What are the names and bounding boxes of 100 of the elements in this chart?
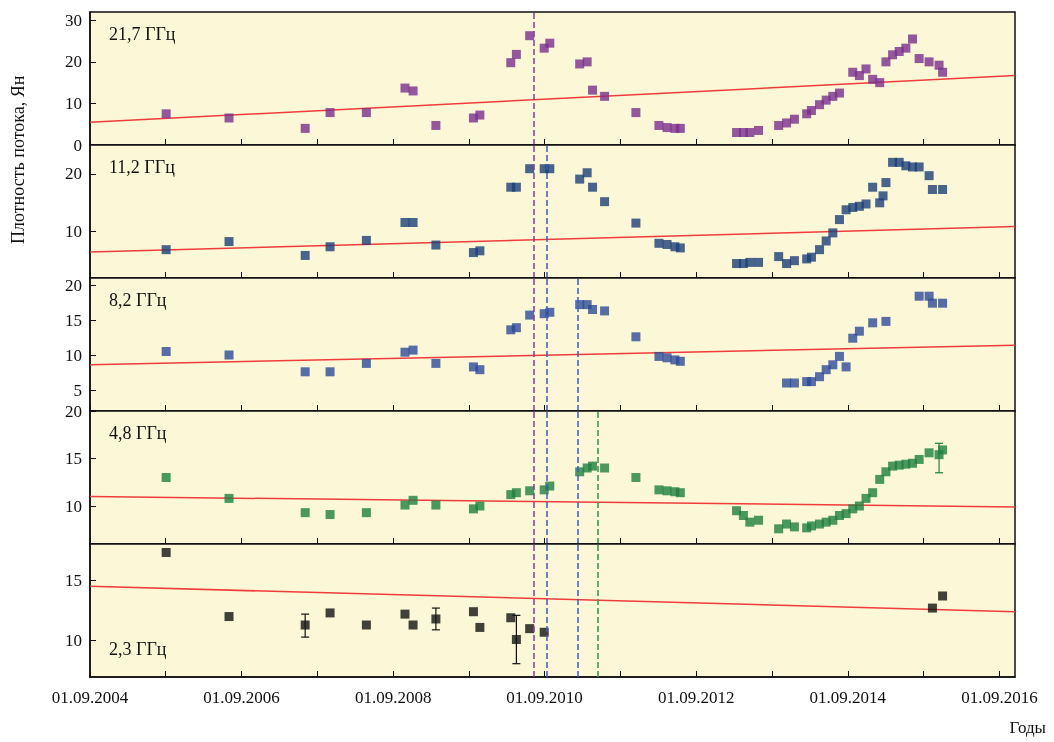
y-tick-label: 30 bbox=[65, 10, 82, 30]
point bbox=[408, 620, 418, 630]
y-tick-label: 10 bbox=[65, 345, 82, 365]
point bbox=[631, 218, 641, 228]
point bbox=[868, 318, 878, 328]
point bbox=[588, 182, 598, 192]
point bbox=[854, 501, 864, 511]
point bbox=[224, 350, 234, 360]
y-tick-label: 0 bbox=[73, 135, 82, 155]
point bbox=[834, 215, 844, 225]
point bbox=[754, 257, 764, 267]
point bbox=[475, 365, 485, 375]
point bbox=[525, 486, 535, 496]
point bbox=[525, 164, 535, 174]
point bbox=[938, 185, 948, 195]
point bbox=[361, 508, 371, 518]
x-tick-label: 01.09.2008 bbox=[354, 688, 432, 707]
point bbox=[582, 168, 592, 178]
point bbox=[400, 500, 410, 510]
point bbox=[881, 316, 891, 326]
y-tick-label: 20 bbox=[65, 275, 82, 295]
point bbox=[400, 83, 410, 93]
point bbox=[408, 345, 418, 355]
text: 2,3 ГГц bbox=[109, 639, 167, 659]
point bbox=[675, 488, 685, 498]
point bbox=[875, 474, 885, 484]
point bbox=[675, 243, 685, 253]
text: 21,7 ГГц bbox=[109, 24, 176, 44]
point bbox=[806, 521, 816, 531]
point bbox=[511, 635, 521, 645]
point bbox=[588, 305, 598, 314]
y-tick-label: 20 bbox=[65, 401, 82, 421]
x-tick-label: 01.09.2014 bbox=[809, 688, 887, 707]
point bbox=[325, 108, 335, 118]
point bbox=[468, 607, 478, 617]
y-tick-label: 15 bbox=[65, 449, 82, 468]
point bbox=[861, 64, 871, 74]
point bbox=[588, 461, 598, 471]
point bbox=[675, 123, 685, 133]
point bbox=[161, 473, 171, 482]
point bbox=[927, 603, 937, 613]
point bbox=[545, 38, 555, 48]
point bbox=[525, 624, 535, 634]
point bbox=[224, 493, 234, 503]
y-tick-label: 10 bbox=[65, 631, 82, 651]
point bbox=[475, 110, 485, 120]
point bbox=[828, 360, 838, 370]
point bbox=[789, 522, 799, 532]
point bbox=[361, 358, 371, 368]
point bbox=[511, 488, 521, 498]
point bbox=[854, 71, 864, 81]
point bbox=[400, 217, 410, 227]
point bbox=[901, 43, 911, 53]
point bbox=[806, 377, 816, 387]
point bbox=[408, 217, 418, 227]
point bbox=[924, 57, 934, 67]
x-tick-label: 01.09.2016 bbox=[961, 688, 1038, 707]
point bbox=[161, 109, 171, 119]
point bbox=[914, 454, 924, 464]
point bbox=[914, 162, 924, 172]
point bbox=[161, 547, 171, 557]
point bbox=[789, 114, 799, 124]
point bbox=[754, 125, 764, 135]
point bbox=[654, 120, 664, 130]
point bbox=[908, 34, 917, 44]
y-tick-label: 20 bbox=[65, 164, 82, 184]
point bbox=[588, 85, 598, 95]
point bbox=[431, 614, 441, 624]
point bbox=[774, 252, 784, 262]
point bbox=[224, 113, 234, 123]
point bbox=[834, 88, 844, 98]
point bbox=[300, 508, 310, 518]
point bbox=[924, 171, 934, 181]
point bbox=[300, 123, 310, 133]
point bbox=[828, 228, 838, 238]
point bbox=[300, 250, 310, 260]
point bbox=[789, 256, 799, 266]
point bbox=[431, 240, 441, 250]
point bbox=[745, 257, 755, 267]
point bbox=[600, 197, 610, 207]
point bbox=[806, 252, 816, 262]
y-tick-label: 10 bbox=[65, 496, 82, 516]
x-tick-label: 01.09.2004 bbox=[51, 688, 129, 707]
point bbox=[161, 347, 171, 356]
point bbox=[361, 620, 371, 630]
y-tick-label: 5 bbox=[73, 380, 82, 400]
point bbox=[881, 178, 891, 188]
point bbox=[400, 609, 410, 619]
point bbox=[924, 448, 934, 458]
point bbox=[575, 59, 585, 69]
x-tick-label: 01.09.2010 bbox=[506, 688, 583, 707]
x-tick-label: 01.09.2006 bbox=[203, 688, 280, 707]
point bbox=[738, 511, 748, 520]
point bbox=[525, 310, 535, 320]
point bbox=[631, 473, 641, 482]
point bbox=[506, 613, 516, 623]
point bbox=[631, 108, 641, 118]
y-axis-title: Плотность потока, Ян bbox=[8, 74, 29, 247]
point bbox=[875, 78, 885, 88]
point bbox=[821, 236, 831, 246]
